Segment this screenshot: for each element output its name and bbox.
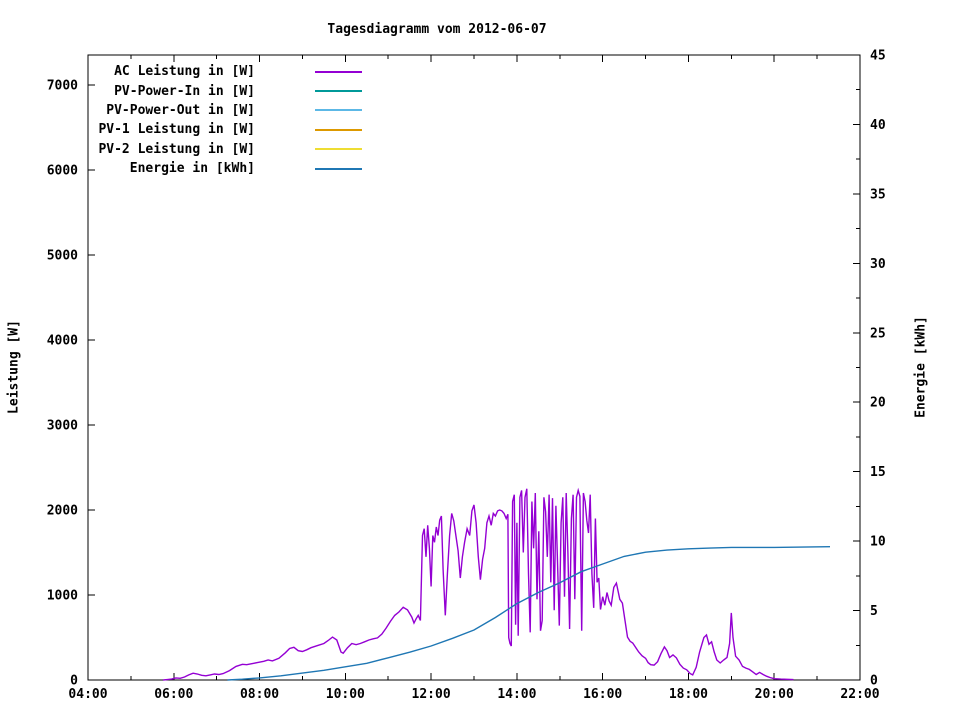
legend-label: Energie in [kWh] (129, 161, 255, 177)
axis-tick-labels: 0 1000 2000 3000 4000 5000 6000 7000 0 5 10 15 20 25 3… (47, 49, 886, 703)
right-tick-label: 15 (870, 465, 886, 480)
legend-item-4: PV-2 Leistung in [W] (88, 140, 362, 159)
x-tick-label: 04:00 (68, 687, 107, 702)
x-tick-label: 10:00 (326, 687, 365, 702)
left-tick-label: 4000 (47, 334, 78, 349)
legend-color-line (315, 70, 362, 73)
x-tick-label: 22:00 (840, 687, 879, 702)
left-tick-label: 2000 (47, 504, 78, 519)
legend-label: PV-Power-Out in [W] (106, 102, 255, 118)
x-tick-label: 12:00 (412, 687, 451, 702)
legend-color-line (315, 109, 362, 112)
left-tick-label: 1000 (47, 589, 78, 604)
left-tick-label: 7000 (47, 79, 78, 94)
x-tick-label: 16:00 (583, 687, 622, 702)
right-tick-label: 10 (870, 535, 886, 550)
chart-legend: AC Leistung in [W] PV-Power-In in [W] PV-P… (88, 62, 362, 178)
energie-curve (227, 546, 831, 681)
right-tick-label: 0 (870, 674, 878, 689)
right-tick-label: 5 (870, 604, 878, 619)
legend-item-3: PV-1 Leistung in [W] (88, 120, 362, 139)
legend-color-line (315, 128, 362, 131)
x-tick-label: 20:00 (755, 687, 794, 702)
legend-item-0: AC Leistung in [W] (88, 62, 362, 81)
y2-axis-ticks (853, 54, 860, 646)
x-tick-label: 08:00 (240, 687, 279, 702)
right-tick-label: 35 (870, 187, 886, 202)
right-tick-label: 25 (870, 326, 886, 341)
left-tick-label: 0 (70, 674, 78, 689)
chart-title: Tagesdiagramm vom 2012-06-07 (327, 22, 547, 37)
legend-label: PV-2 Leistung in [W] (98, 141, 255, 157)
legend-item-2: PV-Power-Out in [W] (88, 101, 362, 120)
ac-leistung-curve (163, 487, 794, 681)
left-tick-label: 3000 (47, 419, 78, 434)
legend-color-line (315, 167, 362, 170)
x-tick-label: 18:00 (669, 687, 708, 702)
left-tick-label: 6000 (47, 164, 78, 179)
legend-item-1: PV-Power-In in [W] (88, 81, 362, 100)
legend-label: PV-1 Leistung in [W] (98, 122, 255, 138)
legend-item-5: Energie in [kWh] (88, 159, 362, 178)
x-tick-label: 14:00 (497, 687, 536, 702)
x-tick-label: 06:00 (154, 687, 193, 702)
right-tick-label: 40 (870, 118, 886, 133)
series-curves (163, 487, 831, 681)
legend-label: AC Leistung in [W] (114, 64, 255, 80)
legend-color-line (315, 148, 362, 151)
right-tick-label: 45 (870, 49, 886, 64)
left-tick-label: 5000 (47, 249, 78, 264)
legend-color-line (315, 90, 362, 93)
y-axis-ticks (88, 84, 95, 596)
right-tick-label: 20 (870, 396, 886, 411)
right-tick-label: 30 (870, 257, 886, 272)
legend-label: PV-Power-In in [W] (114, 83, 255, 99)
